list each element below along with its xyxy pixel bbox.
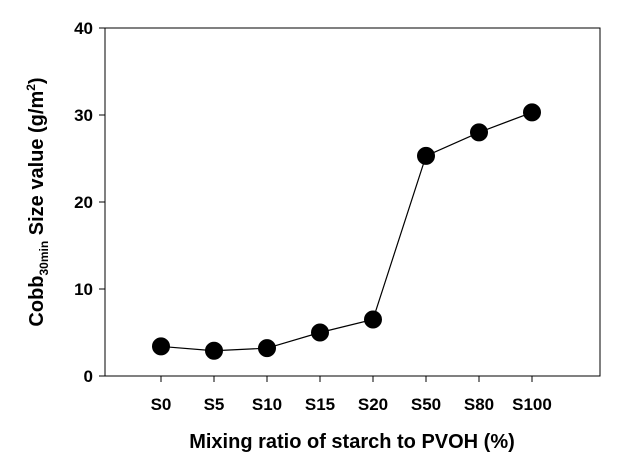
x-tick-label: S50	[411, 395, 441, 414]
y-axis-title-middle: Size value (g/m	[26, 91, 48, 241]
x-tick-label: S5	[204, 395, 225, 414]
data-point	[311, 323, 329, 342]
data-point	[417, 146, 435, 165]
y-axis-title-prefix: Cobb	[26, 276, 48, 327]
x-tick-label: S0	[151, 395, 172, 414]
series-line	[160, 111, 533, 352]
y-axis-title-suffix: )	[26, 77, 48, 84]
data-point	[523, 103, 541, 122]
x-tick-label: S80	[464, 395, 494, 414]
x-tick-label: S100	[512, 395, 552, 414]
x-tick-label: S15	[305, 395, 335, 414]
y-tick-label: 30	[74, 106, 93, 125]
data-point	[258, 339, 276, 358]
y-tick-label: 40	[74, 19, 93, 38]
y-axis-title: Cobb30min Size value (g/m2)	[24, 77, 51, 326]
y-tick-label: 20	[74, 193, 93, 212]
y-axis: 0 10 20 30 40	[74, 19, 105, 386]
plot-frame	[104, 27, 601, 377]
data-point	[152, 337, 170, 356]
data-point	[205, 341, 223, 360]
y-tick-label: 10	[74, 280, 93, 299]
x-axis: S0 S5 S10 S15 S20 S50 S80 S100	[151, 376, 552, 414]
data-series	[152, 103, 541, 360]
x-axis-title: Mixing ratio of starch to PVOH (%)	[189, 431, 515, 453]
y-axis-title-subscript: 30min	[37, 241, 51, 276]
data-point	[470, 123, 488, 142]
x-tick-label: S20	[358, 395, 388, 414]
y-axis-title-superscript: 2	[24, 84, 38, 91]
y-tick-label: 0	[84, 367, 93, 386]
x-tick-label: S10	[252, 395, 282, 414]
data-point	[364, 310, 382, 329]
